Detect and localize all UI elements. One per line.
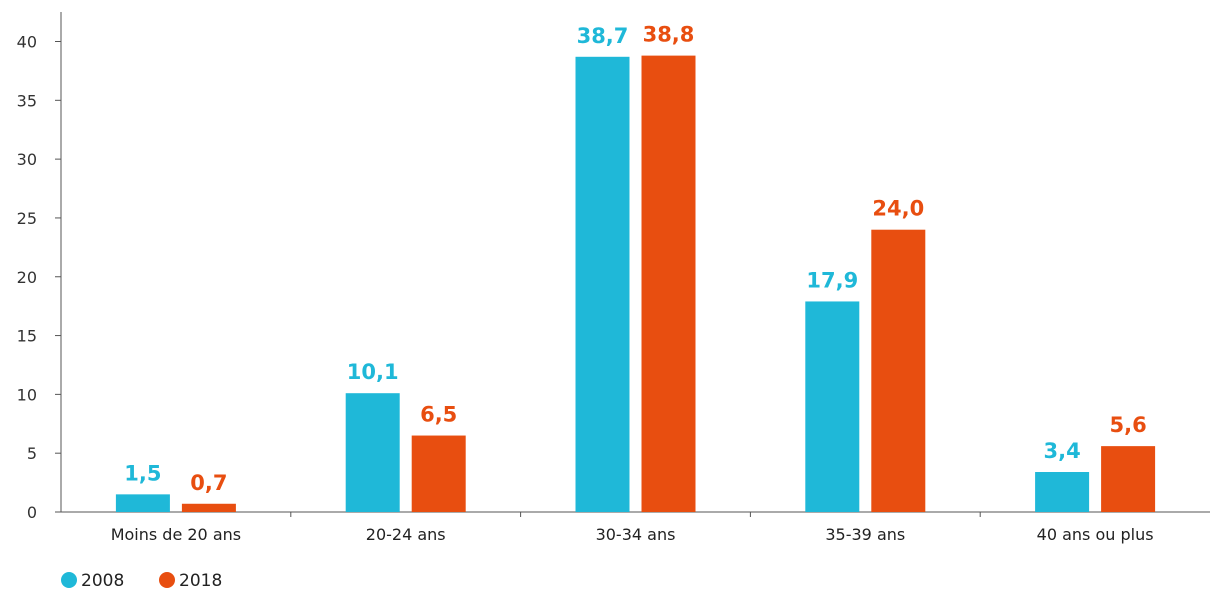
bar-2018-1 [181,503,236,512]
y-tick-label: 15 [17,327,37,346]
data-label-2008-4: 17,9 [806,268,858,292]
bar-2008-5 [1035,472,1090,512]
data-label-2018-3: 38,8 [643,23,695,47]
data-label-2018-4: 24,0 [872,197,924,221]
data-label-2018-5: 5,6 [1109,413,1146,437]
y-tick-label: 5 [27,444,37,463]
bar-2018-3 [641,55,696,513]
legend-label-2008: 2008 [81,571,124,589]
y-tick-label: 20 [17,268,37,287]
y-axis-ticks: 0 5 10 15 20 25 30 35 40 [17,33,61,522]
bar-2008-4 [805,301,860,512]
data-label-2018-1: 0,7 [190,471,227,495]
y-tick-label: 0 [27,503,37,522]
bar-2008-3 [575,56,630,512]
y-tick-label: 35 [17,91,37,110]
x-category-label: 20-24 ans [366,525,446,544]
y-tick-label: 10 [17,385,37,404]
bar-2008-2 [345,393,400,512]
x-axis-labels: Moins de 20 ans 20-24 ans 30-34 ans 35-39 a… [111,512,1154,544]
data-label-2008-2: 10,1 [347,360,399,384]
data-label-2018-2: 6,5 [420,403,457,427]
legend-label-2018: 2018 [179,571,222,589]
y-tick-label: 25 [17,209,37,228]
x-category-label: 40 ans ou plus [1037,525,1154,544]
y-tick-label: 30 [17,150,37,169]
bars: 1,5 0,7 10,1 6,5 38,7 38,8 17,9 24,0 3,4 5,6 [115,23,1156,513]
data-label-2008-1: 1,5 [124,461,161,485]
bar-2008-1 [115,494,170,512]
bar-2018-4 [871,229,926,512]
data-label-2008-3: 38,7 [577,24,629,48]
y-tick-label: 40 [17,33,37,52]
data-label-2008-5: 3,4 [1043,439,1080,463]
x-category-label: 30-34 ans [596,525,676,544]
legend-marker-2008 [61,572,77,588]
x-category-label: 35-39 ans [825,525,905,544]
legend-marker-2018 [159,572,175,588]
bar-2018-2 [411,435,466,512]
x-category-label: Moins de 20 ans [111,525,241,544]
bar-2018-5 [1101,446,1156,512]
legend: 2008 2018 [61,571,222,589]
